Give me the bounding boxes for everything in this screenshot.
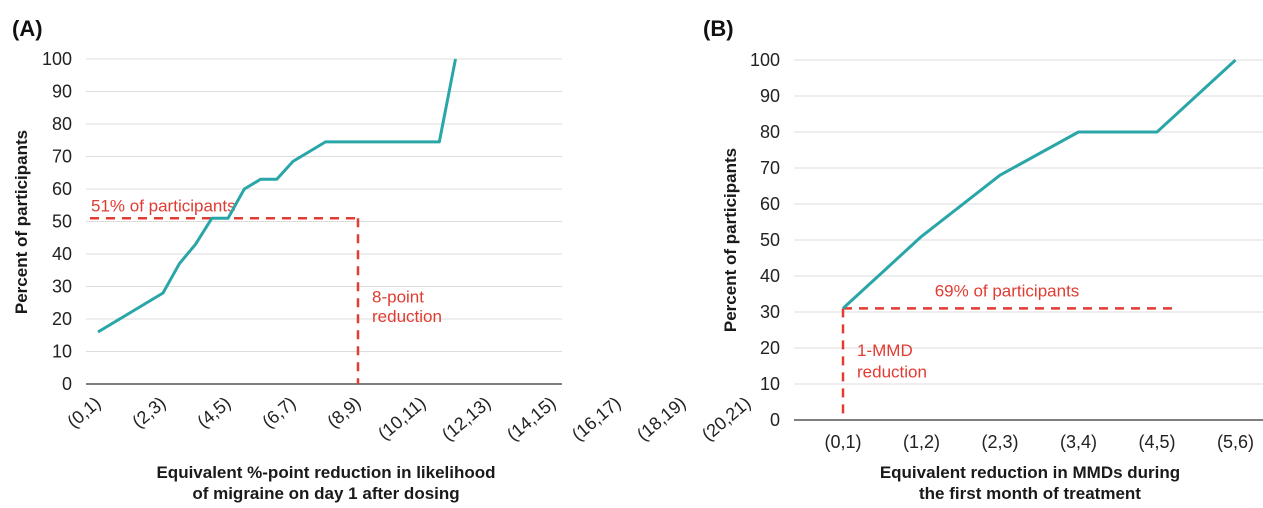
panel-a-y-axis-title: Percent of participants [12,130,31,314]
panel-b-x-axis-title-line1: Equivalent reduction in MMDs during [880,463,1180,482]
panel-a-y-tick-label: 60 [52,179,72,199]
panel-a: (A) 0 10 20 30 40 50 60 70 80 90 100 (0,1) (2,3) (4,… [12,16,755,503]
panel-b-x-ticks: (0,1) (1,2) (2,3) (3,4) (4,5) (5,6) [824,432,1254,452]
panel-b-gridlines [794,59,1263,385]
panel-a-label: (A) [12,16,43,41]
panel-b: (B) 0 10 20 30 40 50 60 70 80 90 100 (0,1) (1,2) (2,… [703,16,1263,503]
panel-a-vertical-annotation-line1: 8-point [372,287,424,306]
panel-b-vertical-annotation-line2: reduction [857,362,927,381]
panel-b-y-tick-label: 30 [760,302,780,322]
panel-b-y-tick-label: 90 [760,86,780,106]
panel-a-y-tick-label: 20 [52,309,72,329]
panel-b-y-tick-label: 40 [760,266,780,286]
panel-a-y-tick-label: 0 [62,374,72,394]
panel-a-y-tick-label: 90 [52,82,72,102]
panel-b-y-tick-label: 50 [760,230,780,250]
panel-b-horizontal-annotation: 69% of participants [935,281,1080,300]
panel-b-y-tick-label: 80 [760,122,780,142]
panel-a-x-tick-label: (6,7) [258,393,299,432]
panel-b-y-tick-label: 70 [760,158,780,178]
panel-b-label: (B) [703,16,734,41]
panel-b-vertical-annotation-line1: 1-MMD [857,341,913,360]
panel-b-y-tick-label: 100 [750,50,780,70]
panel-a-y-tick-label: 100 [42,49,72,69]
panel-a-y-tick-label: 70 [52,147,72,167]
panel-b-y-tick-label: 60 [760,194,780,214]
panel-a-y-tick-label: 50 [52,212,72,232]
panel-b-x-tick-label: (2,3) [981,432,1018,452]
panel-a-x-tick-label: (12,13) [438,393,495,445]
panel-b-x-tick-label: (4,5) [1138,432,1175,452]
panel-a-x-ticks: (0,1) (2,3) (4,5) (6,7) (8,9) (10,11) (12,13)(… [63,393,754,445]
panel-a-y-tick-label: 10 [52,342,72,362]
panel-b-y-tick-label: 0 [770,410,780,430]
panel-b-y-tick-label: 10 [760,374,780,394]
panel-b-series-line [841,58,1237,310]
panel-a-x-tick-label: (0,1) [63,393,104,432]
panel-b-y-ticks: 0 10 20 30 40 50 60 70 80 90 100 [750,50,780,430]
panel-b-y-tick-label: 20 [760,338,780,358]
panel-a-x-tick-label: (4,5) [193,393,234,432]
panel-a-x-tick-label: (20,21) [698,393,755,445]
panel-a-y-ticks: 0 10 20 30 40 50 60 70 80 90 100 [42,49,72,394]
panel-a-x-tick-label: (18,19) [633,393,690,445]
panel-b-x-tick-label: (0,1) [824,432,861,452]
panel-a-x-tick-label: (10,11) [374,393,430,444]
panel-a-x-tick-label: (2,3) [128,393,169,432]
panel-a-x-axis-title-line2: of migraine on day 1 after dosing [192,484,459,503]
panel-a-y-tick-label: 30 [52,277,72,297]
panel-a-series-line [97,58,457,334]
panel-a-x-tick-label: (14,15) [503,393,560,445]
panel-b-annotations: 69% of participants 1-MMD reduction [841,281,1178,420]
panel-a-x-axis-title-line1: Equivalent %-point reduction in likeliho… [156,463,495,482]
panel-a-vertical-annotation-line2: reduction [372,307,442,326]
panel-a-horizontal-annotation: 51% of participants [91,196,236,215]
panel-a-x-tick-label: (16,17) [568,393,625,445]
panel-b-x-tick-label: (3,4) [1060,432,1097,452]
panel-a-y-tick-label: 40 [52,244,72,264]
panel-a-y-tick-label: 80 [52,114,72,134]
panel-b-y-axis-title: Percent of participants [721,148,740,332]
panel-a-x-tick-label: (8,9) [323,393,364,432]
panel-b-x-axis-title-line2: the first month of treatment [919,484,1141,503]
panel-b-x-tick-label: (5,6) [1217,432,1254,452]
panel-b-x-tick-label: (1,2) [903,432,940,452]
